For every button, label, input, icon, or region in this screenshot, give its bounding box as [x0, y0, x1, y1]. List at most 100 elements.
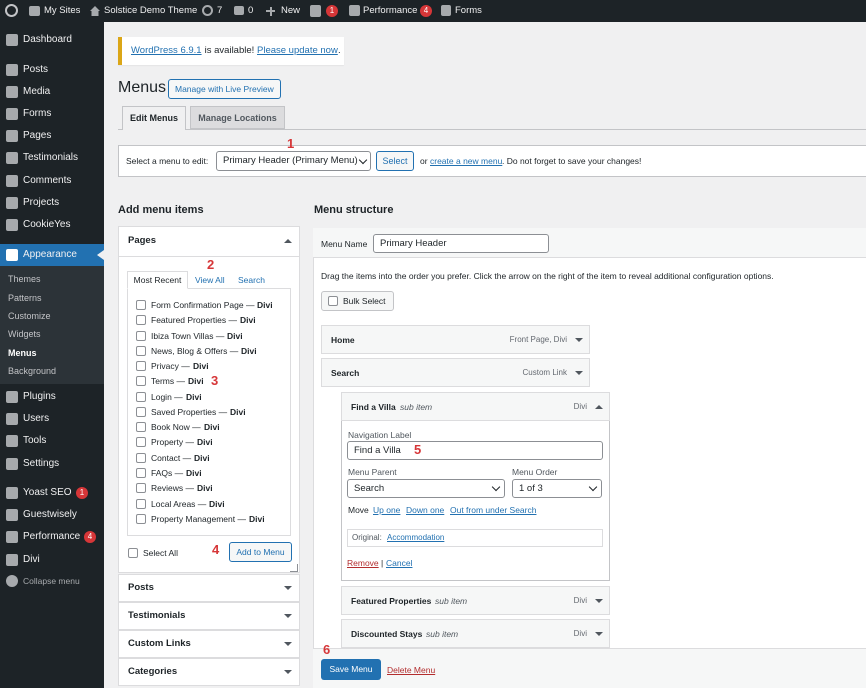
pages-tab-active[interactable]: Most Recent [127, 271, 188, 289]
checkbox[interactable] [136, 361, 146, 372]
sidebar-item[interactable]: Settings [23, 458, 60, 469]
menu-item[interactable] [341, 586, 610, 615]
move-link[interactable]: Out from under Search [450, 505, 537, 515]
page-title[interactable]: Ibiza Town Villas — [151, 330, 225, 341]
yoast-icon[interactable] [310, 5, 321, 17]
expand-arrow[interactable] [284, 586, 292, 590]
menu-item[interactable] [321, 325, 590, 354]
submenu-item[interactable]: Patterns [8, 293, 42, 303]
expand-arrow[interactable] [595, 631, 603, 636]
comments-count[interactable]: 0 [248, 5, 254, 16]
bulk-select[interactable]: Bulk Select [343, 296, 386, 306]
menu-item[interactable] [341, 619, 610, 648]
sidebar-item[interactable]: Appearance [23, 249, 77, 260]
page-title[interactable]: Local Areas — [151, 498, 207, 509]
expand-arrow[interactable] [284, 642, 292, 646]
page-title[interactable]: Featured Properties — [151, 315, 237, 326]
pages-tab[interactable]: View All [195, 275, 225, 285]
submenu-item[interactable]: Background [8, 366, 57, 376]
page-title[interactable]: Terms — [151, 376, 185, 387]
site-name[interactable]: Solstice Demo Theme [104, 5, 198, 16]
checkbox[interactable] [136, 376, 146, 387]
expand-arrow[interactable] [284, 670, 292, 674]
page-title[interactable]: FAQs — [151, 467, 184, 478]
bulk-select-button[interactable] [321, 291, 394, 311]
sidebar-item[interactable]: Yoast SEO [23, 487, 72, 498]
page-title[interactable]: Login — [151, 391, 183, 402]
pages-tab[interactable]: Search [238, 275, 265, 285]
updates-count[interactable]: 7 [217, 5, 223, 16]
sidebar-item[interactable]: Dashboard [23, 34, 72, 45]
page-title[interactable]: News, Blog & Offers — [151, 345, 239, 356]
remove-link[interactable]: Remove [347, 558, 379, 568]
sidebar-item[interactable]: CookieYes [23, 219, 71, 230]
nav-label-input[interactable]: Find a Villa [347, 441, 603, 460]
menu-item-title[interactable]: Featured Properties [351, 595, 432, 606]
forms[interactable]: Forms [455, 5, 482, 16]
menu-order-select[interactable]: 1 of 3 [512, 479, 602, 498]
sidebar-item[interactable]: Comments [23, 175, 72, 186]
accordion-title[interactable]: Categories [128, 666, 178, 677]
sidebar-item[interactable]: Pages [23, 130, 52, 141]
sidebar-item[interactable]: Users [23, 413, 50, 424]
menu-item-title[interactable]: Home [331, 334, 355, 345]
accordion-title[interactable]: Custom Links [128, 638, 191, 649]
checkbox[interactable] [136, 330, 146, 341]
checkbox[interactable] [136, 437, 146, 448]
collapse-arrow[interactable] [284, 239, 292, 243]
sidebar-item[interactable]: Plugins [23, 391, 56, 402]
sidebar-item[interactable]: Guestwisely [23, 509, 77, 520]
page-title[interactable]: Reviews — [151, 483, 194, 494]
accordion-panel[interactable] [118, 658, 300, 686]
page-title[interactable]: Privacy — [151, 361, 190, 372]
submenu-item[interactable]: Customize [8, 311, 51, 321]
original-link[interactable]: Accommodation [387, 533, 445, 542]
menu-item-title[interactable]: Search [331, 367, 360, 378]
sidebar-item[interactable]: Tools [23, 435, 47, 446]
menu-parent-select[interactable]: Search [347, 479, 505, 498]
accordion-title[interactable]: Posts [128, 582, 154, 593]
sidebar-item[interactable]: Testimonials [23, 152, 79, 163]
checkbox[interactable] [136, 452, 146, 463]
save-menu-button[interactable]: Save Menu [321, 659, 381, 680]
sidebar-item[interactable]: Forms [23, 108, 52, 119]
select-all[interactable]: Select All [143, 548, 178, 558]
checkbox[interactable] [136, 483, 146, 494]
delete-menu-link[interactable]: Delete Menu [387, 665, 436, 675]
live-preview-button[interactable]: Manage with Live Preview [168, 79, 281, 99]
sidebar-item[interactable]: Divi [23, 554, 40, 565]
add-to-menu-button[interactable]: Add to Menu [229, 542, 292, 562]
menu-item-title[interactable]: Discounted Stays [351, 628, 423, 639]
checkbox[interactable] [136, 498, 146, 509]
accordion-title[interactable]: Testimonials [128, 610, 186, 621]
page-title[interactable]: Form Confirmation Page — [151, 300, 255, 310]
page-title[interactable]: Property Management — [151, 513, 246, 524]
cancel-link[interactable]: Cancel [386, 558, 413, 568]
page-title[interactable]: Property — [151, 437, 194, 448]
expand-arrow[interactable] [575, 370, 583, 375]
submenu-item[interactable]: Widgets [8, 329, 41, 339]
menu-item[interactable] [341, 392, 610, 421]
page-title[interactable]: Contact — [151, 452, 192, 463]
checkbox[interactable] [128, 548, 138, 558]
checkbox[interactable] [136, 513, 146, 524]
menu-item-title[interactable]: Find a Villa [351, 401, 396, 412]
new-content[interactable]: New [281, 5, 301, 16]
sidebar-item[interactable]: Performance [23, 531, 81, 542]
my-sites[interactable]: My Sites [44, 5, 81, 16]
create-menu-link[interactable]: create a new menu [430, 156, 503, 166]
submenu-item[interactable]: Menus [8, 348, 37, 358]
checkbox[interactable] [136, 406, 146, 417]
checkbox[interactable] [136, 422, 146, 433]
checkbox[interactable] [136, 345, 146, 356]
sidebar-item[interactable]: Projects [23, 197, 60, 208]
panel-title[interactable]: Pages [128, 235, 156, 246]
collapse-arrow[interactable] [595, 404, 603, 409]
move-link[interactable]: Up one [373, 505, 401, 515]
checkbox[interactable] [328, 296, 338, 306]
tab-active[interactable]: Edit Menus [122, 106, 186, 130]
expand-arrow[interactable] [575, 337, 583, 342]
version-link[interactable]: WordPress 6.9.1 [131, 45, 202, 56]
sidebar-item[interactable]: Media [23, 86, 51, 97]
update-link[interactable]: Please update now [257, 45, 338, 56]
